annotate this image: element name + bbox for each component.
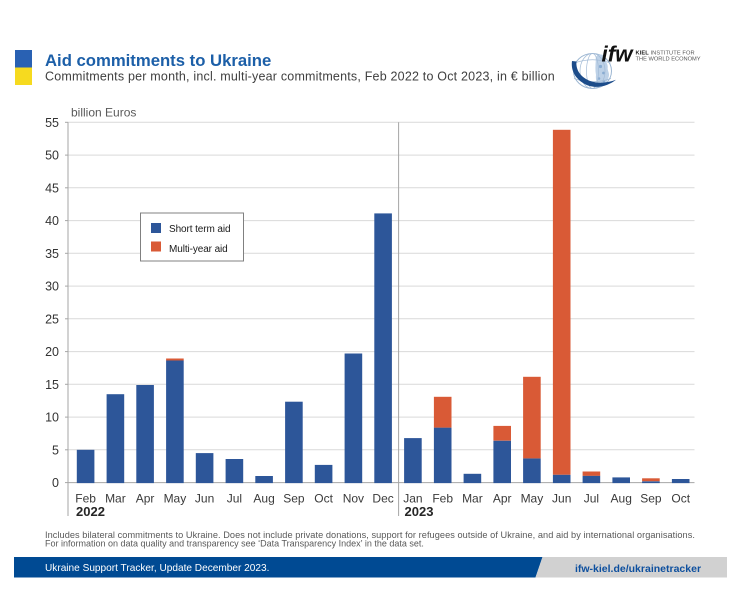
svg-text:Jun: Jun <box>195 492 214 506</box>
svg-text:55: 55 <box>45 116 59 130</box>
svg-text:Feb: Feb <box>75 492 96 506</box>
svg-text:Jul: Jul <box>227 492 242 506</box>
svg-text:ifw: ifw <box>602 41 635 66</box>
svg-text:15: 15 <box>45 378 59 392</box>
svg-text:Dec: Dec <box>372 492 393 506</box>
svg-text:KIEL INSTITUTE FOR: KIEL INSTITUTE FOR <box>636 50 695 56</box>
svg-text:Oct: Oct <box>314 492 333 506</box>
svg-text:Feb: Feb <box>432 492 453 506</box>
svg-text:Includes bilateral commitments: Includes bilateral commitments to Ukrain… <box>45 530 695 540</box>
svg-text:Sep: Sep <box>283 492 305 506</box>
svg-text:25: 25 <box>45 312 59 326</box>
svg-text:35: 35 <box>45 247 59 261</box>
svg-text:0: 0 <box>52 476 59 490</box>
svg-text:Short term aid: Short term aid <box>169 224 230 235</box>
svg-text:40: 40 <box>45 214 59 228</box>
svg-text:10: 10 <box>45 411 59 425</box>
svg-text:May: May <box>164 492 187 506</box>
svg-text:ifw-kiel.de/ukrainetracker: ifw-kiel.de/ukrainetracker <box>575 563 701 575</box>
svg-text:May: May <box>521 492 544 506</box>
svg-text:For information on data qualit: For information on data quality and tran… <box>45 539 424 549</box>
svg-text:Mar: Mar <box>462 492 483 506</box>
svg-text:Apr: Apr <box>493 492 512 506</box>
svg-text:Sep: Sep <box>640 492 662 506</box>
svg-text:20: 20 <box>45 345 59 359</box>
svg-text:5: 5 <box>52 443 59 457</box>
svg-text:30: 30 <box>45 280 59 294</box>
svg-text:45: 45 <box>45 181 59 195</box>
svg-text:Mar: Mar <box>105 492 126 506</box>
svg-text:Jan: Jan <box>403 492 422 506</box>
svg-text:Jul: Jul <box>584 492 599 506</box>
svg-text:Oct: Oct <box>671 492 690 506</box>
svg-text:Nov: Nov <box>343 492 364 506</box>
svg-text:Apr: Apr <box>136 492 155 506</box>
svg-text:50: 50 <box>45 149 59 163</box>
svg-text:Aug: Aug <box>253 492 274 506</box>
svg-text:Commitments per month, incl. m: Commitments per month, incl. multi-year … <box>45 70 555 84</box>
svg-text:THE WORLD ECONOMY: THE WORLD ECONOMY <box>636 57 701 63</box>
svg-text:Ukraine Support Tracker, Updat: Ukraine Support Tracker, Update December… <box>45 563 269 574</box>
svg-text:Aid commitments to Ukraine: Aid commitments to Ukraine <box>45 51 271 70</box>
svg-text:Jun: Jun <box>552 492 571 506</box>
svg-text:billion Euros: billion Euros <box>71 105 136 119</box>
svg-text:2022: 2022 <box>76 504 105 519</box>
svg-text:Multi-year aid: Multi-year aid <box>169 244 228 255</box>
svg-text:2023: 2023 <box>405 504 434 519</box>
svg-text:Aug: Aug <box>611 492 632 506</box>
